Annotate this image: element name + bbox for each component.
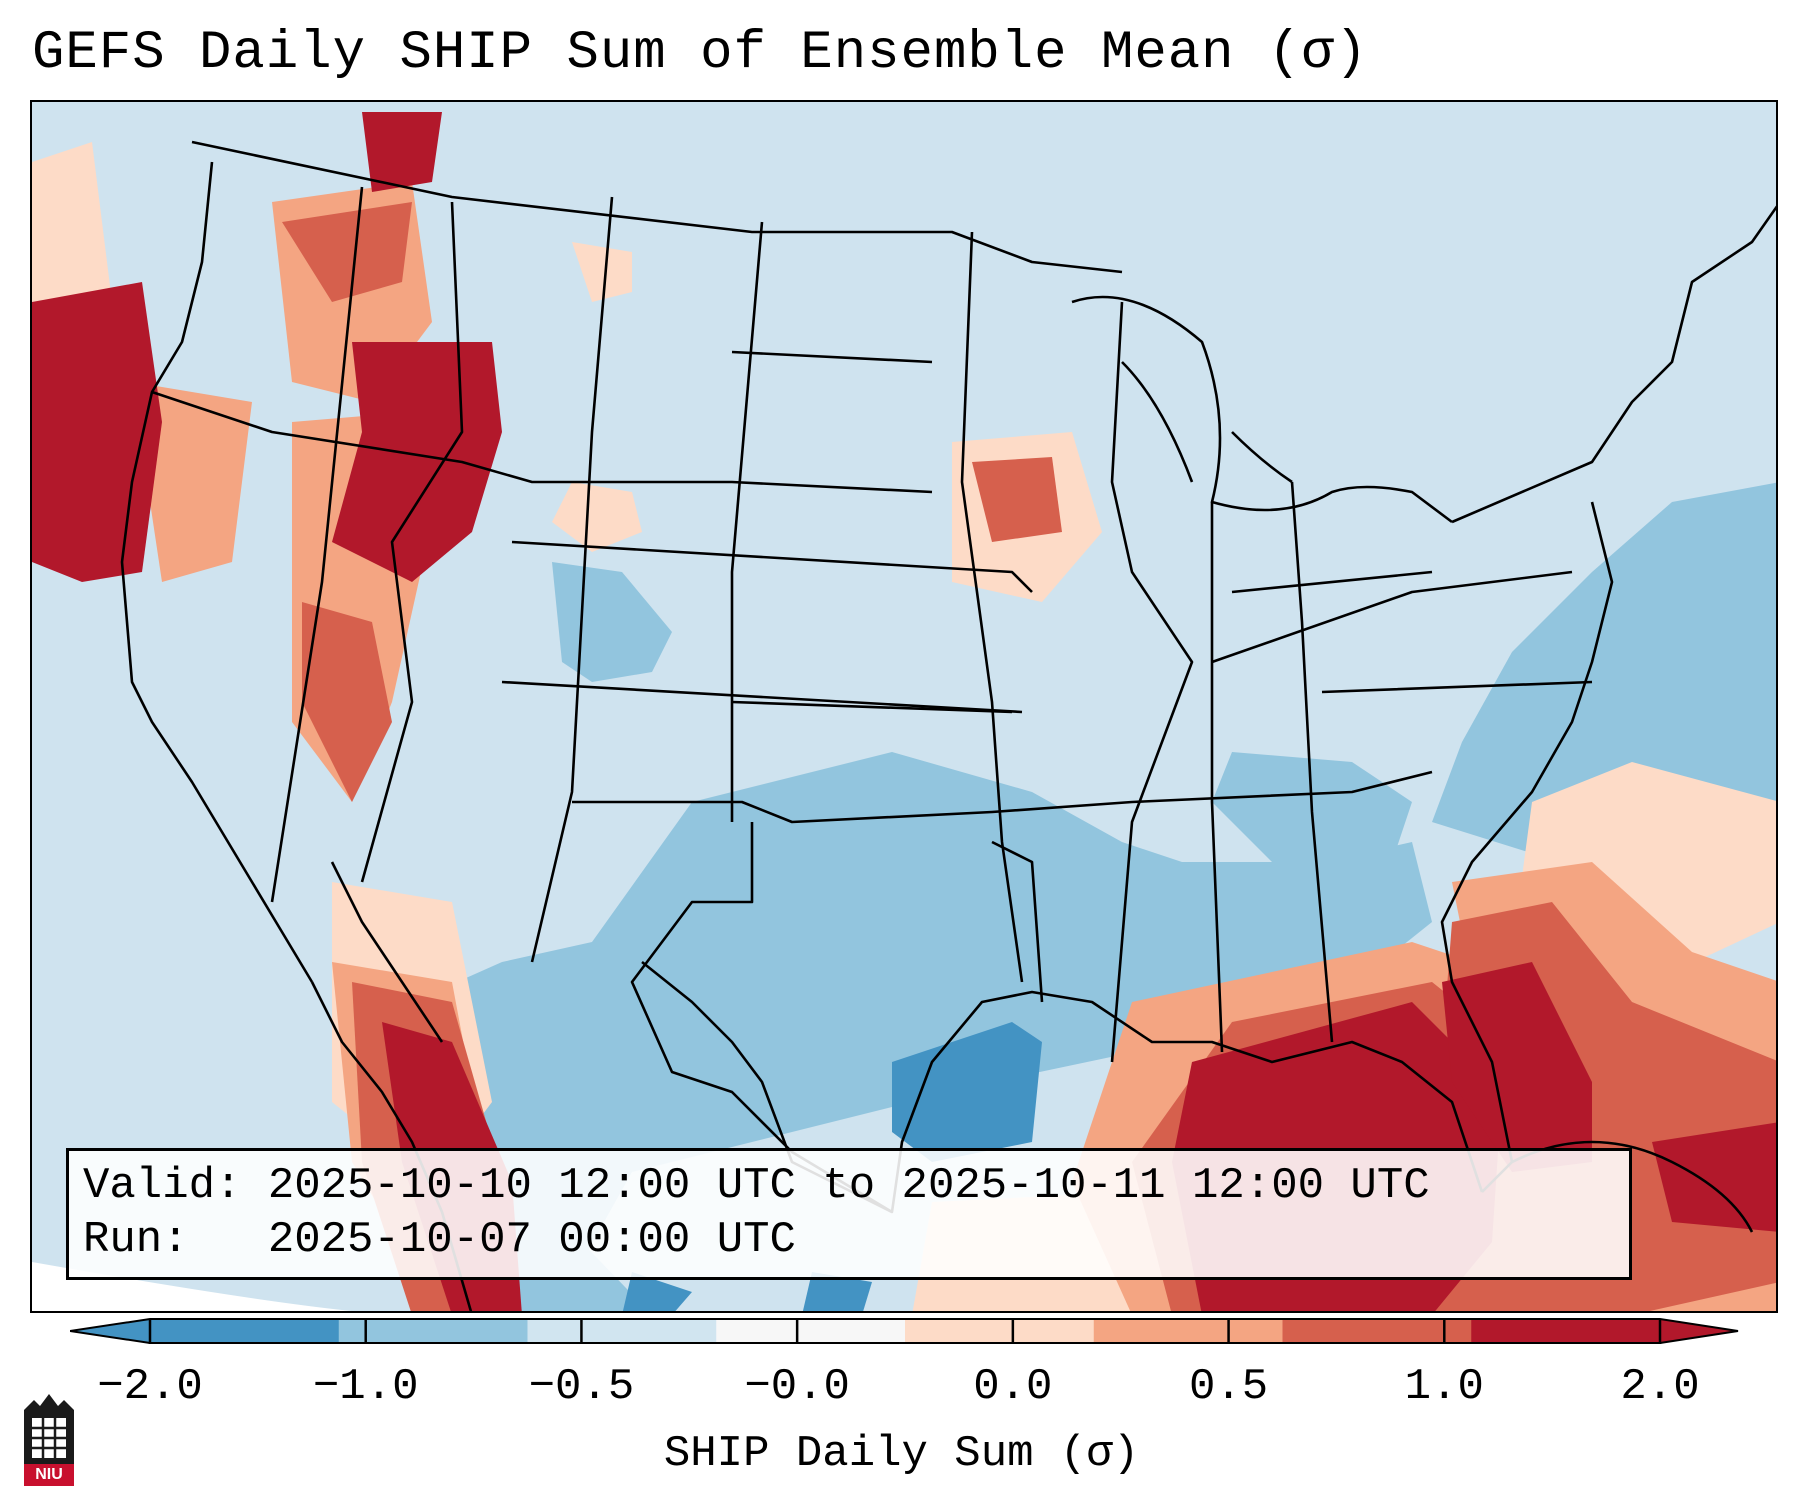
colorbar-segment (1471, 1319, 1661, 1343)
state-border-vertical-7 (1210, 502, 1224, 1053)
canada-border (191, 140, 1123, 274)
colorbar-segment (338, 1319, 528, 1343)
state-border-vertical-6 (1110, 301, 1194, 1063)
state-border-vertical-1 (270, 186, 364, 903)
colorbar (70, 1318, 1739, 1344)
colorbar-segments (70, 1319, 1738, 1343)
projection-corner-left (32, 1262, 352, 1311)
state-border-vertical-8 (1290, 481, 1334, 1043)
colorbar-outline (70, 1318, 1739, 1344)
valid-value: 2025-10-10 12:00 UTC to 2025-10-11 12:00… (267, 1161, 1430, 1211)
anomaly-field-strong-negative (622, 1022, 1042, 1311)
cuba-outline (1511, 1140, 1754, 1233)
valid-label: Valid: (83, 1161, 242, 1211)
valid-run-info-box: Valid: 2025-10-10 12:00 UTC to 2025-10-1… (66, 1148, 1632, 1280)
colorbar-tick-label: 2.0 (1620, 1362, 1700, 1412)
state-border-vertical-5 (960, 231, 1024, 983)
state-border-horizontal-3 (1231, 570, 1593, 694)
run-row: Run: 2025-10-07 00:00 UTC (83, 1213, 1615, 1267)
colorbar-segment (905, 1319, 1095, 1343)
colorbar-segment (527, 1319, 717, 1343)
run-label: Run: (83, 1215, 189, 1265)
colorbar-tick-label: −2.0 (97, 1362, 203, 1412)
colorbar-segment (716, 1319, 906, 1343)
colorbar-segment (150, 1319, 340, 1343)
west-coast (120, 161, 314, 983)
colorbar-extend-high (1660, 1319, 1738, 1343)
niu-logo-text: NIU (35, 1466, 63, 1483)
colorbar-tick-label: −1.0 (312, 1362, 419, 1412)
state-border-vertical-4 (730, 221, 764, 822)
state-border-vertical-2 (360, 201, 464, 883)
state-border-vertical-3 (530, 196, 614, 963)
chart-title: GEFS Daily SHIP Sum of Ensemble Mean (σ) (32, 23, 1369, 84)
east-coast (1440, 205, 1776, 1193)
colorbar-extend-low (70, 1319, 150, 1343)
state-border-horizontal-1 (151, 390, 933, 494)
state-border-texas (630, 822, 1044, 1214)
colorbar-label: SHIP Daily Sum (σ) (663, 1429, 1140, 1479)
colorbar-tick-label: −0.0 (744, 1362, 850, 1412)
niu-logo (24, 1394, 74, 1486)
colorbar-ticks (148, 1319, 1662, 1344)
valid-row: Valid: 2025-10-10 12:00 UTC to 2025-10-1… (83, 1159, 1615, 1213)
map-svg (32, 112, 1776, 1311)
colorbar-segment (1093, 1319, 1283, 1343)
great-lakes (1071, 295, 1453, 524)
state-border-horizontal-2 (731, 350, 1573, 714)
colorbar-segment (1282, 1319, 1472, 1343)
gulf-coast (641, 960, 1484, 1214)
gulf-of-california (330, 861, 444, 1043)
run-value: 2025-10-07 00:00 UTC (267, 1215, 796, 1265)
map-panel (30, 100, 1778, 1313)
colorbar-tick-label: 1.0 (1404, 1362, 1484, 1412)
colorbar-tick-label: 0.5 (1188, 1362, 1269, 1412)
geographic-outlines (120, 140, 1776, 1311)
colorbar-tick-label: −0.5 (528, 1362, 635, 1412)
colorbar-tick-label: 0.0 (973, 1362, 1053, 1412)
state-border-ne-ks (501, 540, 1433, 824)
